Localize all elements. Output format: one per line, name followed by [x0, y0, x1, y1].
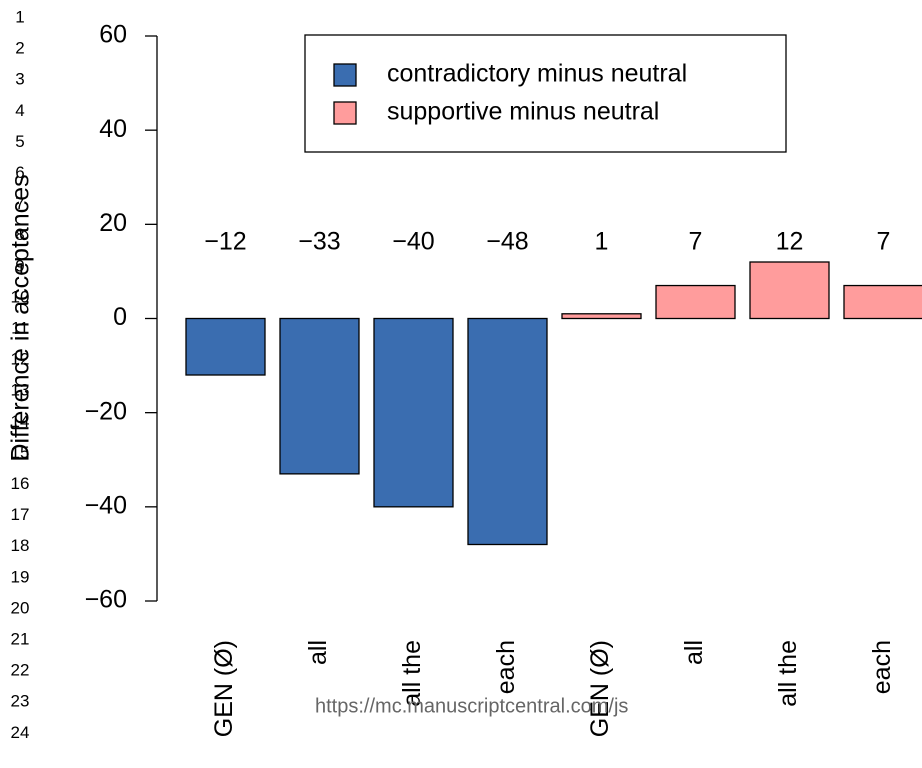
line-number: 16: [11, 474, 30, 493]
value-label: 7: [689, 228, 703, 256]
bar: [373, 317, 454, 508]
y-tick-label: −20: [85, 397, 127, 425]
line-number: 21: [11, 629, 30, 648]
x-tick-label: all the: [398, 640, 426, 707]
x-tick-label: each: [492, 640, 520, 694]
line-number: 1: [15, 7, 24, 26]
bar: [185, 317, 266, 376]
bar: [561, 313, 642, 320]
legend-box: [304, 34, 787, 153]
line-number: 18: [11, 536, 30, 555]
y-tick-label: 40: [99, 115, 127, 143]
line-number: 11: [11, 318, 29, 337]
x-tick-label: all the: [774, 640, 802, 707]
y-axis-label: Difference in acceptances: [7, 174, 35, 461]
value-label: −33: [298, 228, 340, 256]
x-tick-label: each: [868, 640, 896, 694]
bar: [655, 284, 736, 320]
y-tick-label: 60: [99, 21, 127, 49]
line-number: 17: [11, 505, 30, 524]
legend-swatch: [333, 101, 357, 125]
x-tick-label: GEN (Ø): [210, 640, 238, 737]
bar: [279, 317, 360, 475]
line-number: 9: [15, 256, 24, 275]
line-number: 2: [15, 39, 24, 58]
y-tick-label: 20: [99, 209, 127, 237]
value-label: 1: [595, 228, 609, 256]
value-label: −48: [486, 228, 528, 256]
line-number: 12: [11, 350, 30, 369]
line-number: 4: [15, 101, 24, 120]
line-number: 13: [11, 381, 30, 400]
y-tick-label: −40: [85, 491, 127, 519]
y-tick-label: 0: [113, 303, 127, 331]
bar: [749, 261, 830, 320]
line-number: 10: [11, 287, 30, 306]
value-label: −40: [392, 228, 434, 256]
line-number: 3: [15, 70, 24, 89]
line-number: 23: [11, 692, 30, 711]
x-tick-label: all: [304, 640, 332, 665]
bar: [843, 284, 922, 320]
bar: [467, 317, 548, 546]
y-tick-label: −60: [85, 586, 127, 614]
value-label: −12: [204, 228, 246, 256]
line-number: 8: [15, 225, 24, 244]
line-number: 7: [15, 194, 24, 213]
line-number: 5: [15, 132, 24, 151]
line-number: 22: [11, 661, 30, 680]
line-number: 20: [11, 598, 30, 617]
line-number: 6: [15, 163, 24, 182]
line-number: 24: [11, 723, 30, 742]
value-label: 7: [877, 228, 891, 256]
legend-swatch: [333, 63, 357, 87]
x-tick-label: GEN (Ø): [586, 640, 614, 737]
legend-label: supportive minus neutral: [387, 98, 659, 126]
legend-label: contradictory minus neutral: [387, 60, 687, 88]
value-label: 12: [776, 228, 804, 256]
x-tick-label: all: [680, 640, 708, 665]
line-number: 14: [11, 412, 30, 431]
line-number: 15: [11, 443, 30, 462]
line-number: 19: [11, 567, 30, 586]
watermark: https://mc.manuscriptcentral.com/js: [315, 695, 628, 717]
